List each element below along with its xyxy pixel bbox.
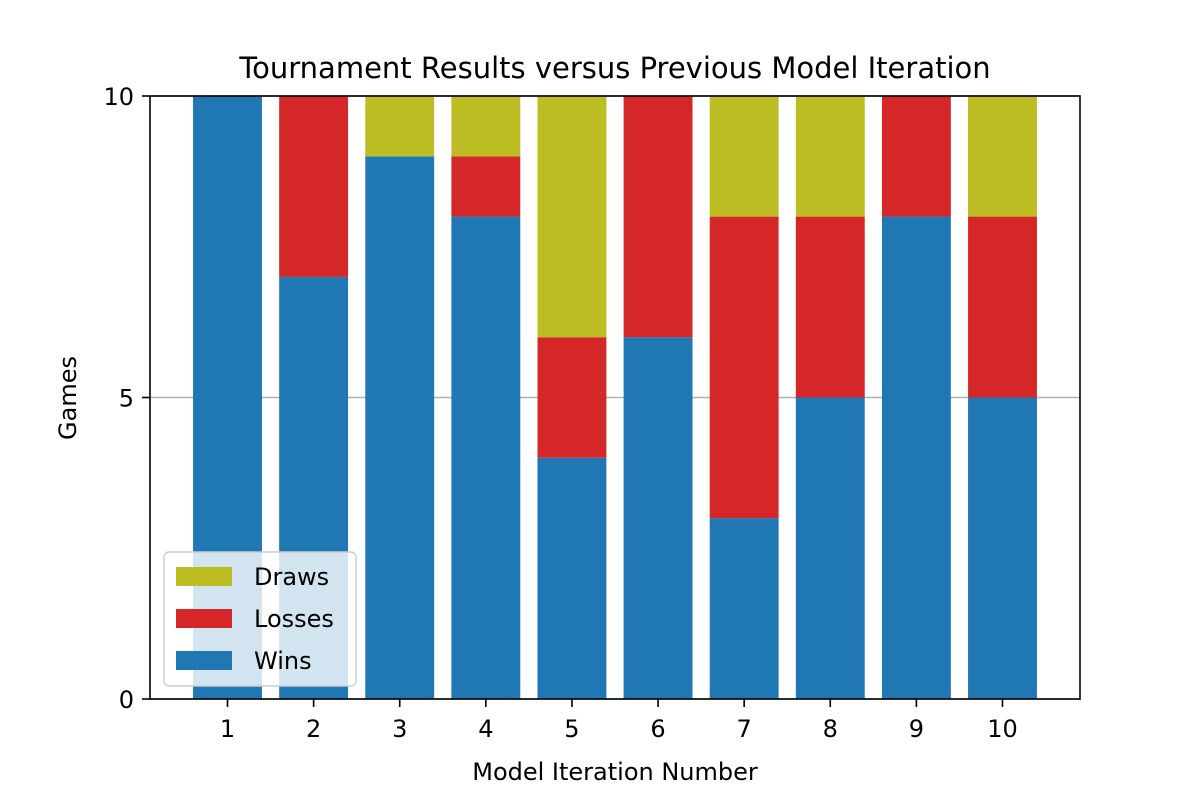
bar-losses-7 bbox=[709, 216, 779, 519]
x-tick-label: 1 bbox=[220, 715, 235, 743]
bar-losses-4 bbox=[451, 156, 521, 217]
x-tick-label: 5 bbox=[564, 715, 579, 743]
bar-wins-10 bbox=[968, 397, 1037, 699]
legend-swatch-draws bbox=[176, 567, 232, 586]
x-axis-label: Model Iteration Number bbox=[472, 758, 758, 786]
bar-wins-6 bbox=[623, 337, 693, 699]
bar-losses-2 bbox=[279, 96, 349, 277]
axis-ticks: 1 2 3 4 5 6 7 8 9 10 0 5 10 bbox=[103, 83, 1017, 743]
bar-losses-10 bbox=[968, 216, 1037, 398]
bar-draws-3 bbox=[365, 96, 435, 157]
bar-wins-5 bbox=[537, 457, 607, 699]
legend-label-wins: Wins bbox=[254, 647, 312, 675]
y-tick-label: 10 bbox=[103, 83, 134, 111]
bar-losses-5 bbox=[537, 337, 607, 458]
x-tick-label: 10 bbox=[987, 715, 1018, 743]
x-tick-label: 4 bbox=[478, 715, 493, 743]
bar-wins-8 bbox=[795, 397, 865, 699]
bar-losses-8 bbox=[795, 216, 865, 398]
x-tick-label: 6 bbox=[650, 715, 665, 743]
x-tick-label: 2 bbox=[306, 715, 321, 743]
legend: Draws Losses Wins bbox=[163, 551, 357, 687]
legend-swatch-wins bbox=[176, 651, 232, 670]
legend-label-draws: Draws bbox=[254, 563, 329, 591]
bar-wins-9 bbox=[881, 216, 951, 699]
bar-draws-10 bbox=[968, 96, 1037, 217]
y-axis-label: Games bbox=[54, 356, 82, 440]
y-tick-label: 5 bbox=[119, 385, 134, 413]
x-tick-label: 8 bbox=[823, 715, 838, 743]
bar-draws-5 bbox=[537, 96, 607, 338]
legend-label-losses: Losses bbox=[254, 605, 334, 633]
bar-draws-4 bbox=[451, 96, 521, 157]
bar-losses-6 bbox=[623, 96, 693, 338]
bar-draws-7 bbox=[709, 96, 779, 217]
bar-wins-4 bbox=[451, 216, 521, 699]
x-tick-label: 7 bbox=[737, 715, 752, 743]
y-tick-label: 0 bbox=[119, 686, 134, 714]
bar-losses-9 bbox=[881, 96, 951, 217]
bar-wins-3 bbox=[365, 156, 435, 700]
x-tick-label: 3 bbox=[392, 715, 407, 743]
legend-swatch-losses bbox=[176, 609, 232, 628]
bar-draws-8 bbox=[795, 96, 865, 217]
x-tick-label: 9 bbox=[909, 715, 924, 743]
bar-wins-7 bbox=[709, 518, 779, 699]
chart-title: Tournament Results versus Previous Model… bbox=[238, 51, 990, 85]
